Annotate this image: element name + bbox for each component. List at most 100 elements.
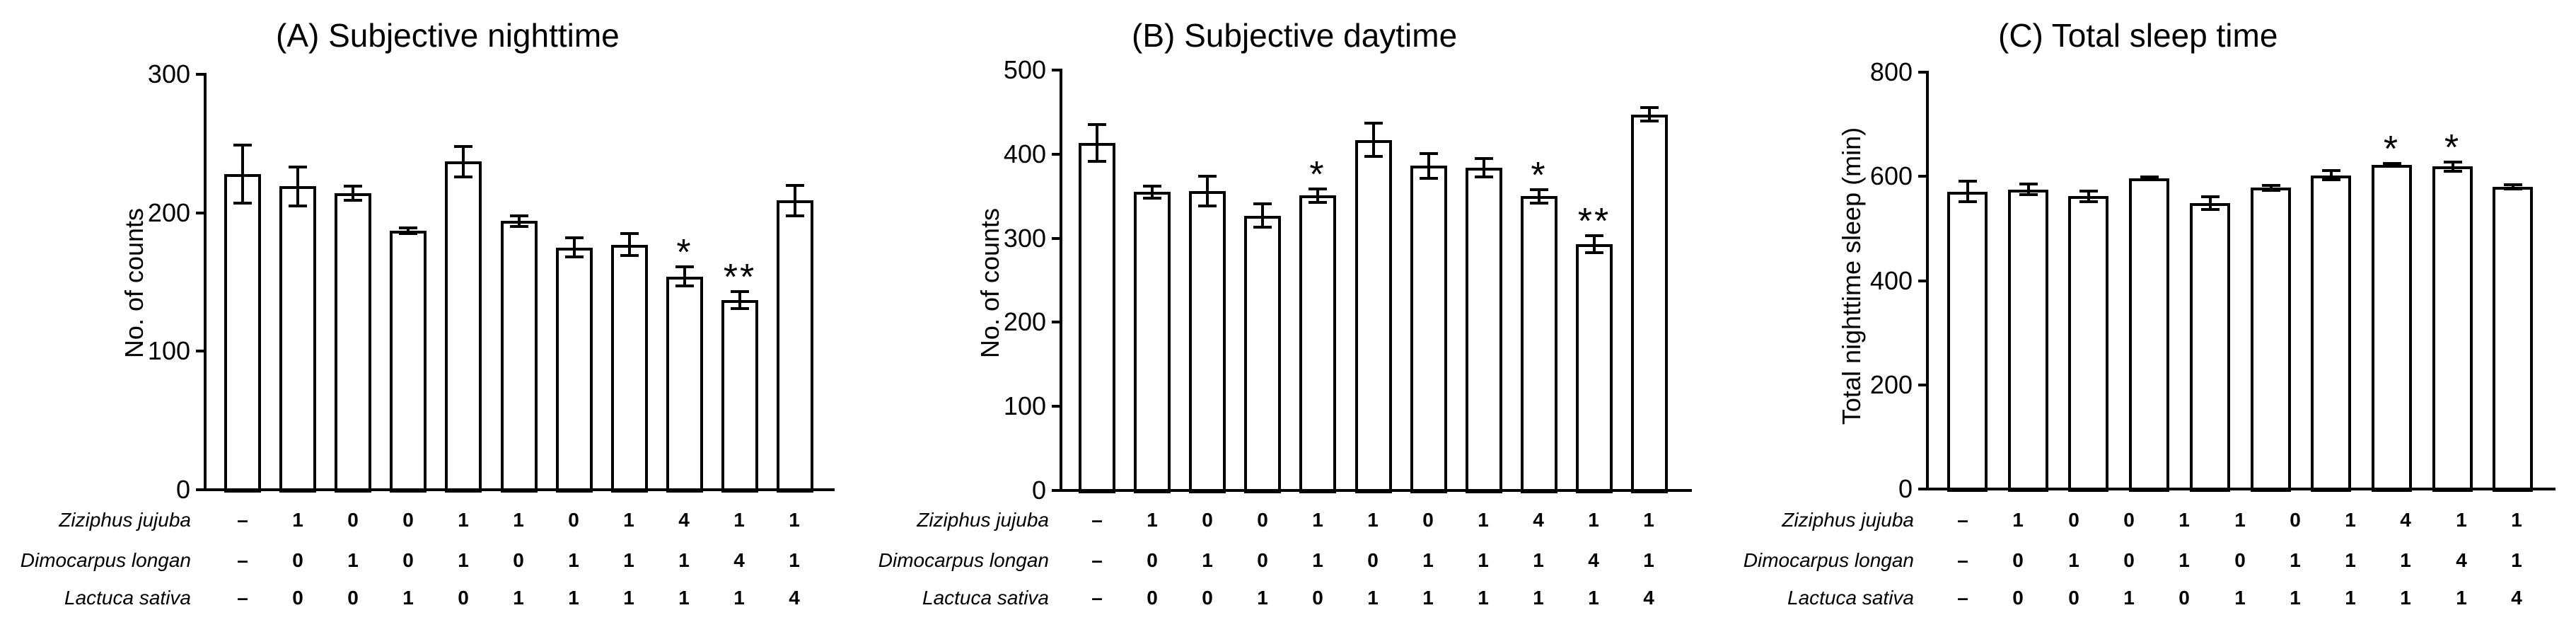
y-axis-line (1060, 69, 1062, 492)
bar (2068, 196, 2108, 492)
bar (224, 174, 261, 493)
error-bar-cap (344, 185, 362, 188)
bar (1299, 195, 1336, 493)
error-bar-cap (731, 290, 749, 293)
dose-value: 1 (1422, 587, 1434, 609)
dose-value: – (1091, 587, 1103, 609)
dose-value: 4 (1588, 549, 1599, 571)
bar (1079, 143, 1115, 493)
error-bar (1151, 186, 1154, 198)
y-axis-line (204, 73, 207, 491)
error-bar-cap (1420, 177, 1438, 180)
dose-value: 1 (1312, 509, 1323, 531)
error-bar-cap (2443, 170, 2462, 173)
dose-value: – (1091, 509, 1103, 531)
dose-value: 1 (2345, 509, 2356, 531)
error-bar-cap (289, 205, 307, 207)
bar (2190, 203, 2230, 492)
y-tick-mark (1918, 384, 1927, 386)
error-bar (1261, 204, 1264, 227)
error-bar-cap (2382, 162, 2401, 165)
error-bar (2451, 162, 2454, 171)
y-tick-label: 200 (1869, 370, 1913, 399)
dose-value: 4 (2511, 587, 2522, 609)
y-tick-mark (196, 73, 205, 76)
dose-value: 0 (2123, 549, 2135, 571)
error-bar-cap (2321, 178, 2340, 181)
error-bar-cap (1475, 176, 1493, 178)
species-label: Lactuca sativa (1787, 587, 1914, 609)
error-bar-cap (620, 254, 639, 257)
error-bar (683, 267, 686, 286)
dose-value: 1 (2290, 587, 2301, 609)
bar (1134, 192, 1171, 493)
y-tick-mark (1052, 405, 1061, 408)
dose-value: 1 (1147, 509, 1158, 531)
bar (2251, 188, 2291, 492)
species-label: Lactuca sativa (922, 587, 1049, 609)
dose-value: 1 (1533, 587, 1544, 609)
dose-value: 1 (2068, 549, 2079, 571)
dose-value: 1 (1367, 587, 1379, 609)
dose-value: 1 (733, 509, 745, 531)
error-bar-cap (675, 285, 694, 287)
dose-value: 1 (1202, 549, 1213, 571)
dose-value: 1 (623, 549, 634, 571)
error-bar-cap (454, 145, 472, 148)
dose-value: 1 (2400, 587, 2411, 609)
error-bar-cap (2503, 188, 2522, 190)
species-label: Dimocarpus longan (1743, 549, 1914, 571)
dose-value: 1 (2178, 509, 2190, 531)
dose-value: 0 (2234, 549, 2246, 571)
error-bar-cap (2140, 176, 2159, 178)
dose-value: 0 (2178, 587, 2190, 609)
y-tick-mark (196, 212, 205, 214)
y-tick-mark (1918, 280, 1927, 282)
error-bar-cap (565, 255, 584, 258)
bar (279, 186, 316, 493)
error-bar-cap (344, 199, 362, 202)
dose-value: 1 (2511, 549, 2522, 571)
dose-value: 1 (1257, 587, 1268, 609)
bar (335, 193, 371, 493)
error-bar-cap (2321, 169, 2340, 172)
error-bar-cap (1640, 120, 1659, 122)
error-bar-cap (1420, 152, 1438, 155)
error-bar-cap (1585, 251, 1603, 254)
dose-value: 1 (789, 549, 800, 571)
y-tick-mark (1918, 488, 1927, 490)
error-bar-cap (731, 307, 749, 310)
y-tick-mark (1918, 175, 1927, 178)
significance-marker: * (2444, 127, 2461, 168)
dose-value: 1 (1478, 549, 1489, 571)
dose-value: 0 (1422, 509, 1434, 531)
error-bar-cap (786, 214, 804, 217)
error-bar (573, 238, 576, 257)
dose-value: 1 (2178, 549, 2190, 571)
significance-marker: * (2383, 129, 2401, 170)
dose-value: 0 (568, 509, 579, 531)
dose-value: 0 (402, 549, 414, 571)
dose-value: 1 (2234, 587, 2246, 609)
error-bar (1316, 189, 1319, 202)
error-bar (2511, 185, 2514, 189)
error-bar (2208, 197, 2212, 209)
error-bar (738, 292, 741, 309)
bar (390, 231, 427, 493)
dose-value: 1 (458, 509, 469, 531)
dose-value: – (237, 587, 248, 609)
error-bar (1648, 108, 1651, 121)
dose-value: 1 (1312, 549, 1323, 571)
dose-value: 0 (1367, 549, 1379, 571)
dose-value: 1 (402, 587, 414, 609)
bar (1466, 168, 1502, 493)
y-tick-label: 0 (1898, 474, 1913, 503)
dose-value: 1 (2123, 587, 2135, 609)
error-bar-cap (510, 214, 528, 217)
error-bar (407, 228, 410, 234)
dose-value: – (1091, 549, 1103, 571)
error-bar-cap (1198, 175, 1217, 178)
significance-marker: * (1531, 155, 1548, 196)
